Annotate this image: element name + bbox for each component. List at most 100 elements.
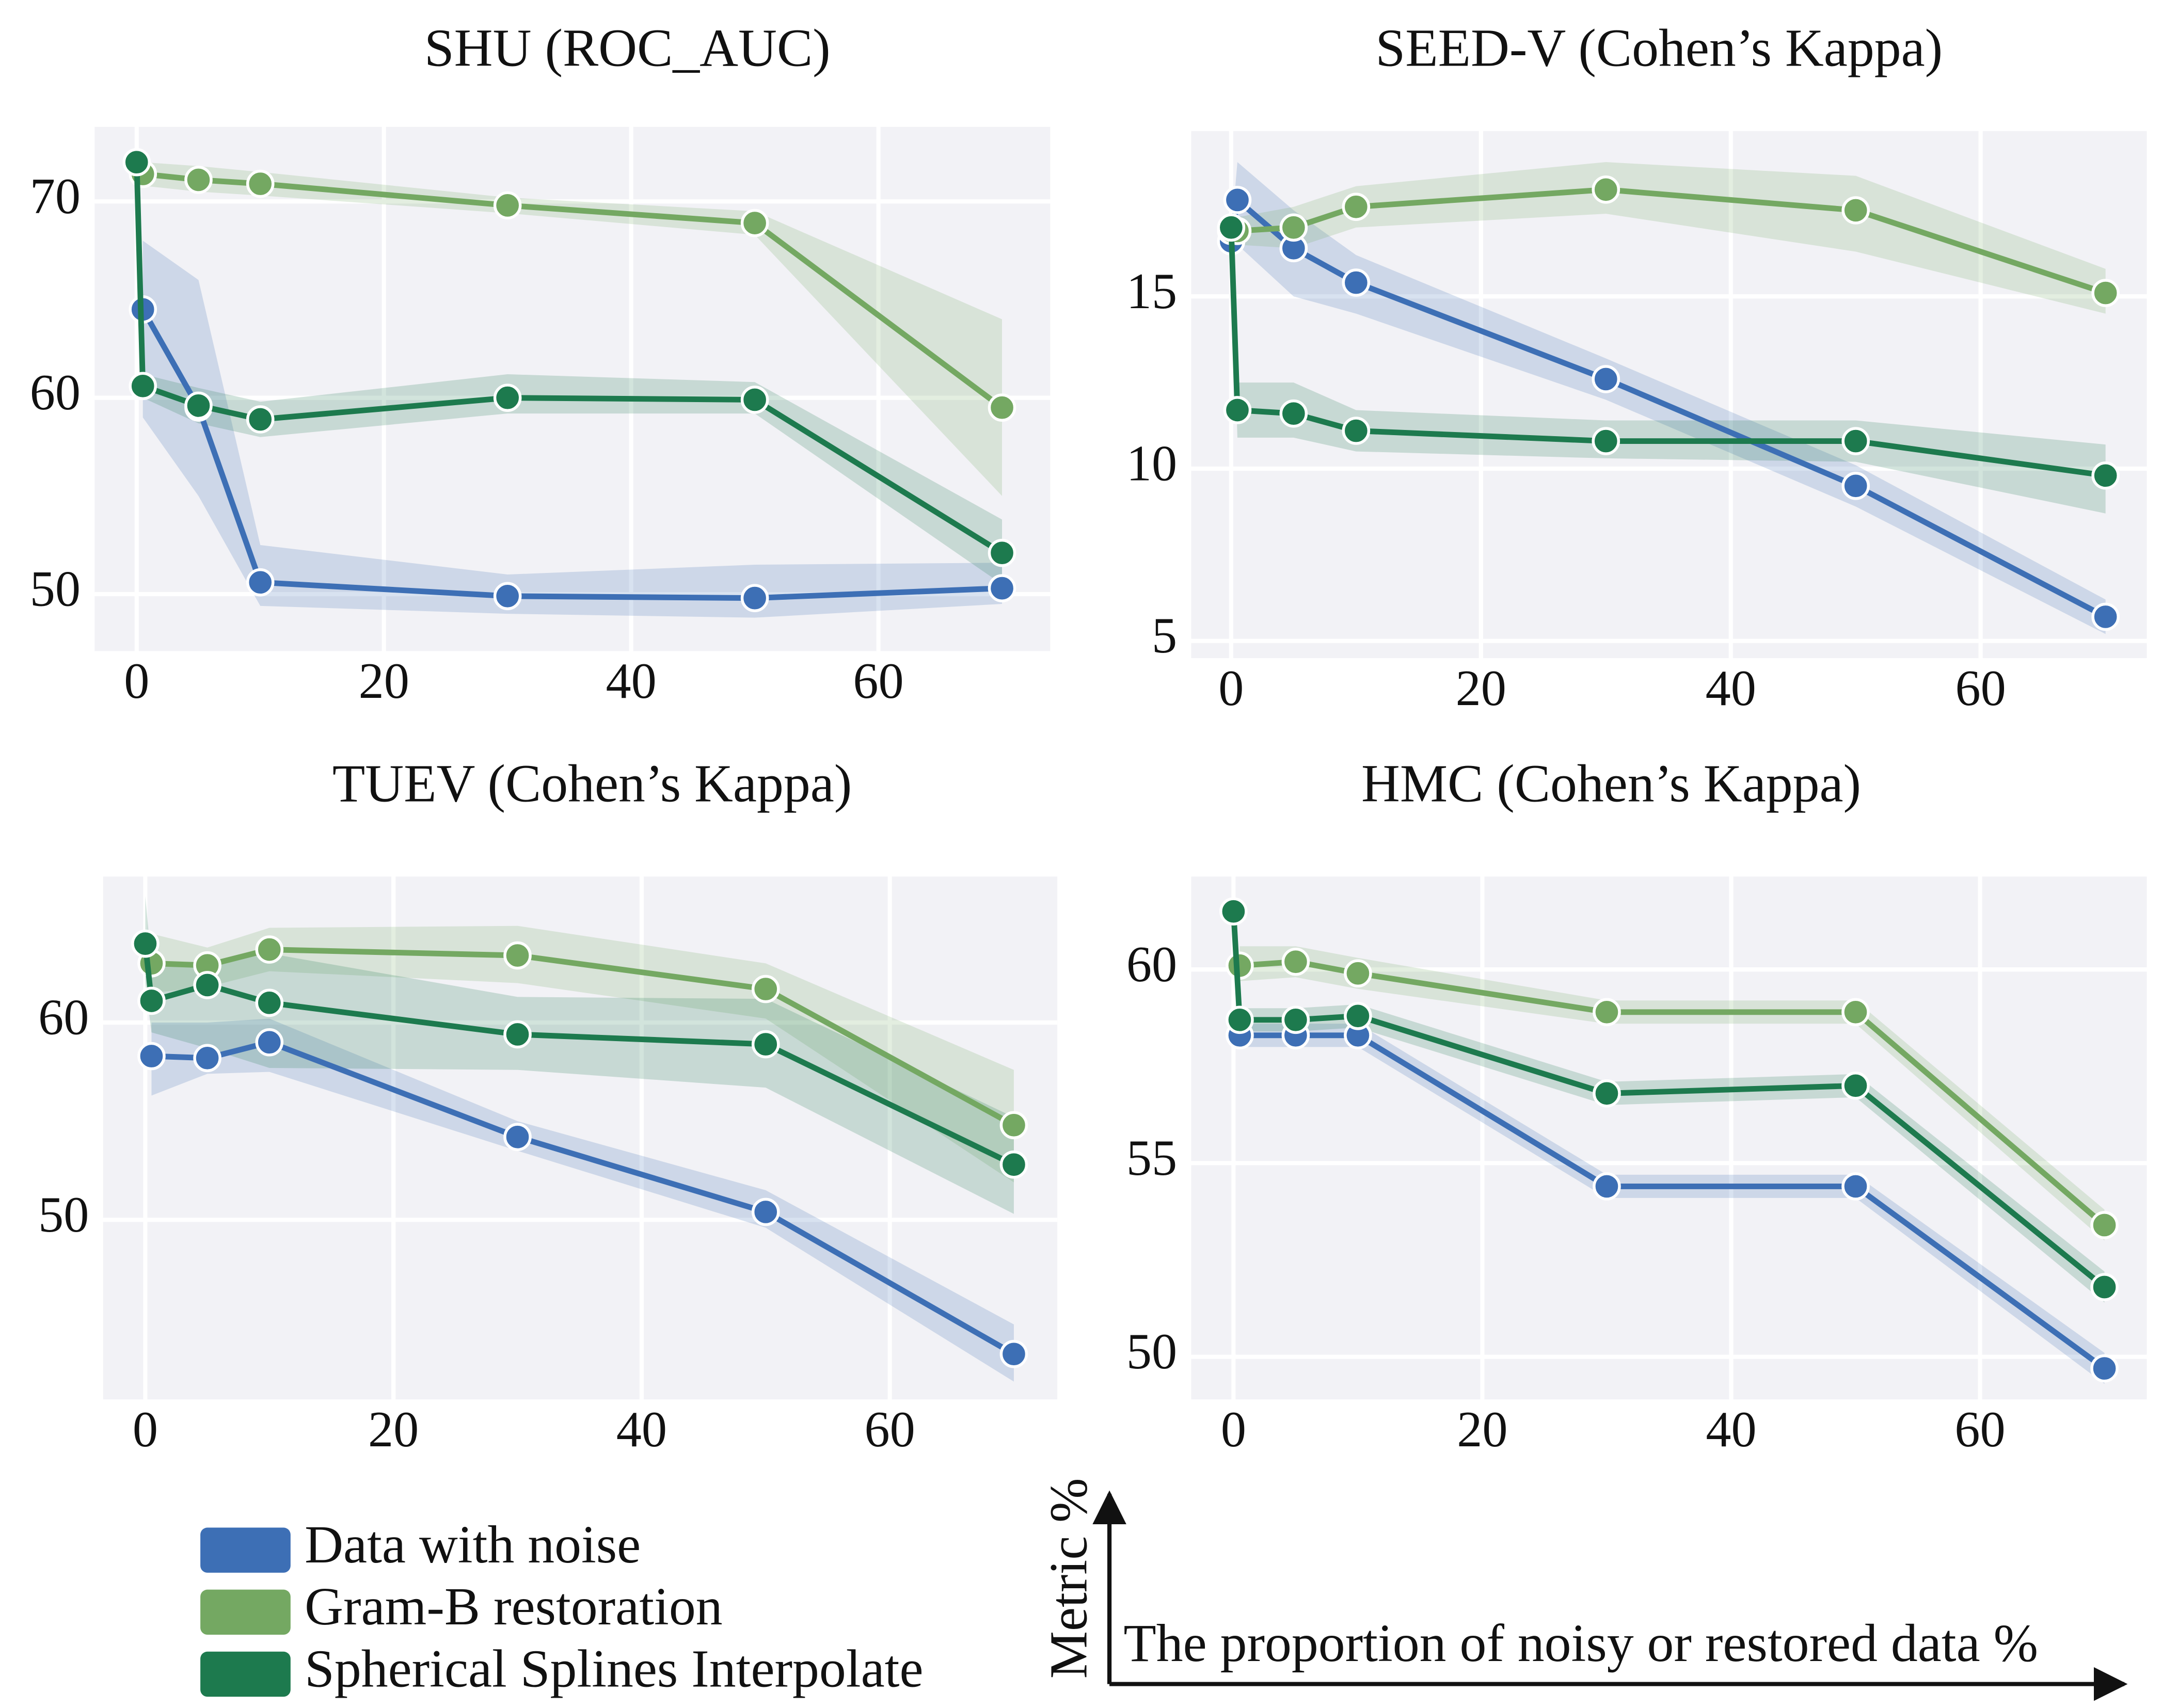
x-tick-label: 20 [1456, 660, 1506, 716]
x-tick-label: 20 [368, 1401, 419, 1458]
data-point [1342, 268, 1371, 297]
confidence-band [151, 925, 1014, 1183]
data-point [131, 929, 160, 958]
confidence-band [142, 241, 1003, 618]
data-point [137, 986, 166, 1015]
data-point [246, 568, 275, 597]
legend-label: Gram-B restoration [305, 1577, 722, 1636]
data-point [1223, 186, 1252, 214]
data-point [493, 191, 522, 220]
data-point [988, 574, 1016, 602]
y-tick-label: 50 [30, 561, 81, 617]
x-key-label: The proportion of noisy or restored data… [1123, 1614, 2038, 1673]
data-point [740, 209, 769, 237]
data-point [255, 935, 284, 964]
data-point [1593, 1079, 1621, 1108]
data-point [503, 1123, 532, 1152]
data-point [255, 1028, 284, 1057]
data-point [493, 384, 522, 412]
y-tick-label: 15 [1126, 263, 1177, 320]
data-point [1279, 399, 1308, 428]
data-point [122, 148, 151, 177]
y-tick-label: 55 [1126, 1130, 1177, 1186]
data-point [503, 941, 532, 970]
legend-label: Data with noise [305, 1515, 641, 1574]
data-point [1226, 1005, 1254, 1034]
chart-title: TUEV (Cohen’s Kappa) [332, 755, 852, 813]
x-tick-label: 60 [1956, 660, 2006, 716]
legend-swatch [200, 1651, 291, 1697]
data-point [1342, 193, 1371, 221]
data-point [988, 393, 1016, 422]
data-point [1593, 998, 1621, 1027]
data-point [1841, 1072, 1870, 1100]
data-point [184, 166, 213, 194]
x-tick-label: 0 [1218, 660, 1244, 716]
chart-title: HMC (Cohen’s Kappa) [1361, 755, 1861, 813]
y-tick-label: 60 [1126, 936, 1177, 993]
data-point [2091, 602, 2120, 631]
x-tick-label: 20 [359, 653, 409, 709]
data-point [1281, 1005, 1310, 1034]
data-point [2091, 461, 2120, 490]
x-tick-label: 60 [1954, 1401, 2005, 1458]
data-point [193, 971, 221, 999]
chart-title: SEED-V (Cohen’s Kappa) [1376, 19, 1943, 78]
x-tick-label: 60 [864, 1401, 915, 1458]
x-tick-label: 40 [1706, 660, 1756, 716]
confidence-band [145, 896, 1014, 1214]
y-tick-label: 60 [38, 989, 89, 1046]
data-point [137, 1042, 166, 1071]
data-point [129, 372, 157, 401]
legend-swatch [200, 1589, 291, 1635]
data-point [1344, 959, 1372, 988]
y-tick-label: 10 [1126, 435, 1177, 491]
data-point [493, 582, 522, 611]
x-tick-label: 60 [853, 653, 903, 709]
data-point [751, 1030, 780, 1059]
data-point [184, 391, 213, 420]
confidence-band [1231, 217, 2106, 514]
data-point [1841, 196, 1870, 225]
confidence-band [1239, 946, 2105, 1241]
x-tick-label: 0 [1221, 1401, 1246, 1458]
data-point [1841, 427, 1870, 455]
y-tick-label: 50 [38, 1187, 89, 1243]
data-point [503, 1020, 532, 1049]
data-point [1342, 417, 1371, 445]
legend-label: Spherical Splines Interpolate [305, 1639, 923, 1698]
x-tick-label: 40 [1706, 1401, 1756, 1458]
data-point [1592, 365, 1620, 393]
data-point [2090, 1273, 2119, 1301]
data-point [255, 988, 284, 1017]
data-point [1841, 1172, 1870, 1201]
data-point [1592, 427, 1620, 455]
chart-title: SHU (ROC_AUC) [424, 19, 831, 78]
data-point [1279, 213, 1308, 242]
data-point [246, 169, 275, 198]
data-point [246, 405, 275, 434]
data-point [751, 1198, 780, 1226]
data-point [1344, 1001, 1372, 1030]
y-tick-label: 70 [30, 168, 81, 225]
data-point [2091, 279, 2120, 307]
data-point [1281, 947, 1310, 976]
x-tick-label: 20 [1457, 1401, 1507, 1458]
data-point [999, 1339, 1028, 1368]
y-tick-label: 5 [1152, 608, 1177, 664]
data-point [740, 386, 769, 414]
data-point [751, 975, 780, 1003]
y-key-label: Metric % [1040, 1478, 1099, 1679]
data-point [1593, 1172, 1621, 1201]
legend-swatch [200, 1527, 291, 1573]
x-tick-label: 0 [124, 653, 149, 709]
data-point [988, 538, 1016, 567]
y-tick-label: 60 [30, 364, 81, 421]
x-tick-label: 0 [133, 1401, 158, 1458]
confidence-band [1233, 903, 2105, 1303]
data-point [999, 1111, 1028, 1140]
series-line [140, 308, 1003, 601]
data-point [740, 584, 769, 612]
data-point [1217, 213, 1246, 242]
